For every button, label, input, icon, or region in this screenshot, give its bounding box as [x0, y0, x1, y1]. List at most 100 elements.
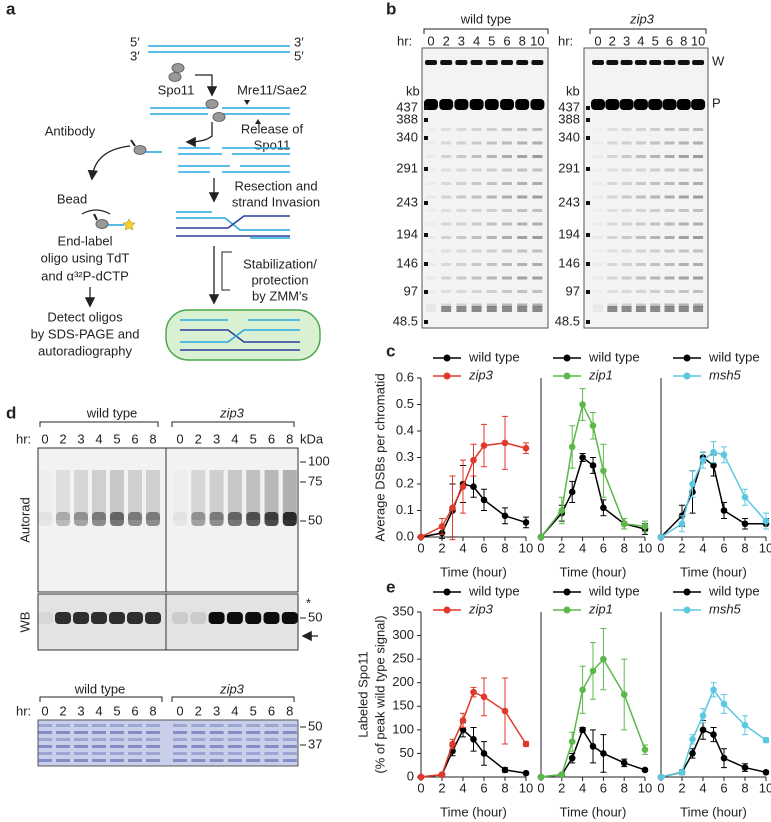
smear	[532, 222, 543, 226]
data-point	[741, 764, 749, 771]
smear	[471, 128, 482, 131]
stain-band	[92, 745, 106, 748]
smear	[621, 195, 632, 199]
stain-band	[282, 745, 297, 748]
smear	[635, 222, 646, 226]
smear	[664, 236, 675, 239]
smear	[664, 290, 675, 293]
y-tick-label: 50	[400, 745, 414, 760]
smear	[664, 195, 675, 199]
data-point	[522, 740, 530, 748]
band	[245, 612, 262, 624]
lane-label: 5	[250, 431, 257, 446]
smear	[664, 128, 675, 131]
label: Antibody	[45, 123, 96, 138]
smear	[593, 222, 603, 226]
data-point	[678, 768, 686, 776]
smear	[456, 263, 467, 266]
stain-band	[56, 752, 70, 755]
band	[109, 612, 125, 624]
smear	[426, 250, 436, 253]
label: Stabilization/	[243, 256, 317, 271]
data-point	[470, 688, 477, 696]
cut-site	[255, 119, 261, 124]
smear	[678, 236, 689, 239]
stain-band	[92, 724, 106, 727]
smear	[693, 236, 704, 239]
data-point	[689, 480, 696, 488]
ladder-band	[586, 201, 590, 205]
data-point	[501, 766, 509, 774]
smear	[456, 168, 467, 172]
lane-label: 6	[666, 33, 673, 48]
band	[145, 612, 161, 624]
arrow	[87, 145, 131, 181]
lane-label: 2	[59, 703, 66, 718]
smear	[441, 263, 452, 266]
stain-band	[282, 724, 297, 727]
data-point	[741, 721, 749, 729]
smear	[517, 303, 528, 307]
x-tick-label: 8	[741, 540, 748, 555]
stain-band	[191, 724, 206, 727]
data-point	[449, 504, 456, 512]
smear	[678, 209, 689, 212]
smear	[502, 276, 512, 280]
panel-label: a	[6, 0, 16, 18]
smear	[486, 155, 497, 158]
smear	[74, 470, 88, 520]
smear	[664, 263, 675, 266]
series-line	[660, 688, 767, 778]
smear	[426, 195, 436, 199]
stain-band	[56, 724, 70, 727]
legend-marker	[563, 354, 571, 362]
band	[91, 612, 107, 624]
smear	[650, 303, 661, 307]
stain-band	[110, 745, 124, 748]
smear	[607, 182, 618, 185]
data-point	[459, 483, 467, 490]
size-marker: 97	[404, 283, 418, 298]
smear	[635, 263, 646, 266]
lane-label: 0	[176, 703, 183, 718]
label: Detect oligos	[47, 309, 123, 324]
band	[440, 60, 453, 65]
smear	[635, 290, 646, 293]
stain-band	[74, 731, 88, 734]
smear	[426, 128, 436, 131]
legend-marker	[443, 588, 451, 596]
data-point	[589, 422, 597, 430]
lane-label: 0	[41, 703, 48, 718]
label: strand Invasion	[232, 194, 320, 209]
x-tick-label: 6	[480, 540, 487, 555]
smear	[146, 470, 160, 520]
data-point	[522, 769, 530, 777]
band	[663, 60, 676, 65]
x-tick-label: 4	[699, 540, 706, 555]
smear	[678, 249, 689, 253]
legend-marker	[683, 588, 691, 596]
band	[227, 512, 242, 526]
x-tick-label: 6	[720, 540, 727, 555]
band	[516, 60, 529, 65]
smear	[426, 236, 436, 239]
x-tick-label: 10	[519, 540, 533, 555]
label: End-label	[58, 233, 113, 248]
stain-band	[74, 759, 88, 762]
data-point	[480, 750, 488, 757]
stain-band	[92, 759, 106, 762]
band	[691, 99, 706, 110]
smear	[517, 249, 528, 253]
smear	[607, 222, 618, 226]
smear	[664, 222, 675, 226]
smear	[593, 303, 603, 307]
lane-label: 2	[195, 703, 202, 718]
smear	[502, 303, 512, 307]
band-label: W	[712, 53, 725, 68]
spo11-icon	[168, 72, 182, 82]
data-point	[537, 533, 545, 541]
data-point	[501, 512, 509, 520]
smear	[693, 128, 704, 131]
stain-band	[92, 752, 106, 755]
data-point	[678, 520, 686, 528]
